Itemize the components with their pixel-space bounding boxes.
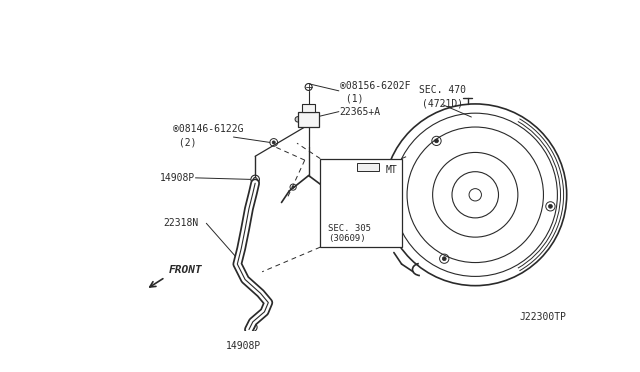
Text: 14908P: 14908P [159, 173, 195, 183]
Circle shape [435, 139, 438, 143]
Bar [358, 163, 379, 171]
Bar [303, 104, 315, 112]
Text: J22300TP: J22300TP [520, 312, 566, 322]
Circle shape [272, 141, 275, 144]
Circle shape [548, 205, 552, 208]
Text: 22318N: 22318N [164, 218, 199, 228]
Circle shape [292, 186, 294, 188]
Circle shape [310, 105, 314, 109]
Bar [298, 112, 319, 127]
Text: ®08146-6122G
 (2): ®08146-6122G (2) [173, 124, 243, 147]
Text: 22365+A: 22365+A [340, 107, 381, 117]
Text: ®08156-6202F
 (1): ®08156-6202F (1) [340, 81, 410, 104]
Bar [320, 158, 402, 247]
Text: 14908P: 14908P [226, 341, 261, 352]
Circle shape [303, 105, 307, 109]
Text: SEC. 305
(30609): SEC. 305 (30609) [328, 224, 371, 243]
Circle shape [442, 257, 446, 261]
Circle shape [251, 175, 259, 184]
Text: SEC. 470
(4721D): SEC. 470 (4721D) [419, 86, 466, 109]
Text: FRONT: FRONT [169, 265, 203, 275]
Text: MT: MT [386, 165, 397, 175]
Circle shape [248, 323, 257, 331]
Circle shape [295, 117, 301, 122]
